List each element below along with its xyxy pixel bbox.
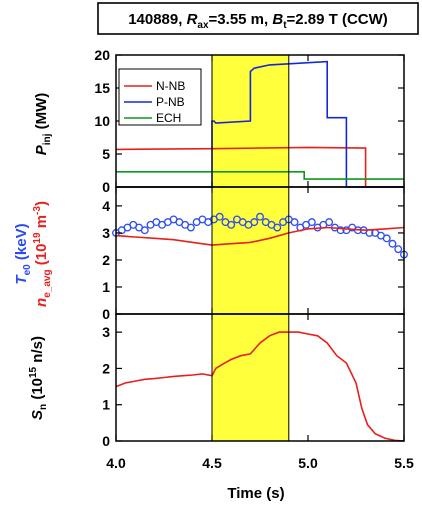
mid-y-tick-label-2: 2 (102, 252, 110, 268)
title-shot: 140889, (128, 11, 186, 28)
ylabel-top-symbol: P (33, 144, 50, 155)
legend-box (118, 68, 202, 126)
ylabel-top: Pinj (MW) (33, 93, 53, 156)
title-b-value: =2.89 T (CCW) (287, 11, 388, 28)
mid-te0-point-5 (140, 226, 149, 235)
ylabel-ne-unit-a: (10 (33, 244, 50, 270)
ylabel-te0: Te0 (keV) (13, 223, 33, 284)
bot-y-tick-label-1: 1 (102, 397, 110, 413)
x-axis-label: Time (s) (227, 485, 284, 502)
legend: N-NB P-NB ECH (118, 68, 202, 126)
ylabel-top-sub: inj (42, 133, 53, 145)
mid-series-line-ne-avg (115, 226, 405, 246)
mid-te0-point-37 (325, 218, 334, 227)
legend-label-nnb: N-NB (156, 79, 185, 93)
title-box (97, 2, 419, 35)
mid-te0-point-39 (336, 226, 345, 235)
mid-te0-point-25 (256, 212, 264, 221)
ylabel-ne-unit-c: ) (33, 201, 50, 206)
ylabel-sn-sub: n (38, 404, 49, 410)
ylabel-sn: Sn (1015 n/s) (28, 336, 49, 420)
title-r-sub: ax (197, 20, 209, 31)
ylabel-sn-symbol: S (29, 410, 46, 420)
legend-label-pnb: P-NB (156, 95, 185, 109)
bot-plot-frame (115, 313, 405, 442)
ylabel-te0-sub: e0 (22, 264, 33, 276)
mid-y-tick-label-0: 0 (102, 306, 110, 322)
ylabel-sn-exp: 15 (28, 366, 39, 378)
top-y-tick-label-4: 20 (94, 47, 110, 63)
top-y-tick-label-2: 10 (94, 113, 110, 129)
title-r-symbol: R (187, 11, 198, 28)
ylabel-ne-sub: e_avg (42, 269, 53, 297)
mid-te0-point-34 (307, 218, 316, 227)
chart-title: 140889, Rax=3.55 m, Bt=2.89 T (CCW) (128, 11, 388, 31)
top-y-tick-label-0: 0 (102, 179, 110, 195)
x-tick-label-2: 5.0 (298, 455, 318, 471)
panel-bot: 0 1 2 3 (102, 313, 405, 449)
bot-y-tick-label-3: 3 (102, 324, 110, 340)
ylabel-ne-exp: 19 (32, 232, 43, 244)
title-r-value: =3.55 m, (209, 11, 273, 28)
mid-te0-point-13 (186, 223, 195, 232)
x-tick-label-1: 4.5 (202, 455, 222, 471)
mid-te0-point-48 (388, 239, 397, 248)
ylabel-te0-unit: (keV) (13, 223, 30, 264)
ylabel-ne-symbol: n (33, 298, 50, 307)
top-y-tick-label-1: 5 (102, 146, 110, 162)
bot-y-tick-label-0: 0 (102, 433, 110, 449)
top-series-line-ech (116, 171, 404, 180)
mid-te0-point-47 (382, 234, 391, 243)
x-tick-label-0: 4.0 (106, 455, 126, 471)
mid-te0-point-31 (290, 218, 299, 227)
x-tick-label-3: 5.5 (394, 455, 414, 471)
mid-y-tick-label-3: 3 (102, 225, 110, 241)
mid-te0-point-18 (215, 212, 224, 221)
ylabel-ne: ne_avg (1019 m-3) (32, 201, 53, 307)
mid-te0-point-28 (273, 223, 282, 232)
mid-y-tick-label-4: 4 (102, 198, 110, 214)
legend-label-ech: ECH (156, 111, 181, 125)
ylabel-sn-unit-a: (10 (29, 378, 46, 404)
mid-te0-point-20 (227, 220, 236, 229)
title-b-symbol: B (272, 11, 283, 28)
title-b-sub: t (283, 20, 287, 31)
top-y-tick-label-3: 15 (94, 80, 110, 96)
ylabel-ne-unit-b: m (33, 215, 50, 233)
mid-y-tick-label-1: 1 (102, 279, 110, 295)
ylabel-te0-symbol: T (13, 274, 30, 285)
ylabel-ne-exp2: -3 (32, 206, 43, 215)
mid-te0-point-24 (250, 218, 259, 227)
ylabel-top-unit: (MW) (33, 93, 50, 134)
bot-series-line-sn (115, 331, 405, 442)
ylabel-sn-unit-b: n/s) (29, 336, 46, 367)
bot-y-tick-label-2: 2 (102, 360, 110, 376)
mid-te0-point-49 (394, 245, 403, 254)
